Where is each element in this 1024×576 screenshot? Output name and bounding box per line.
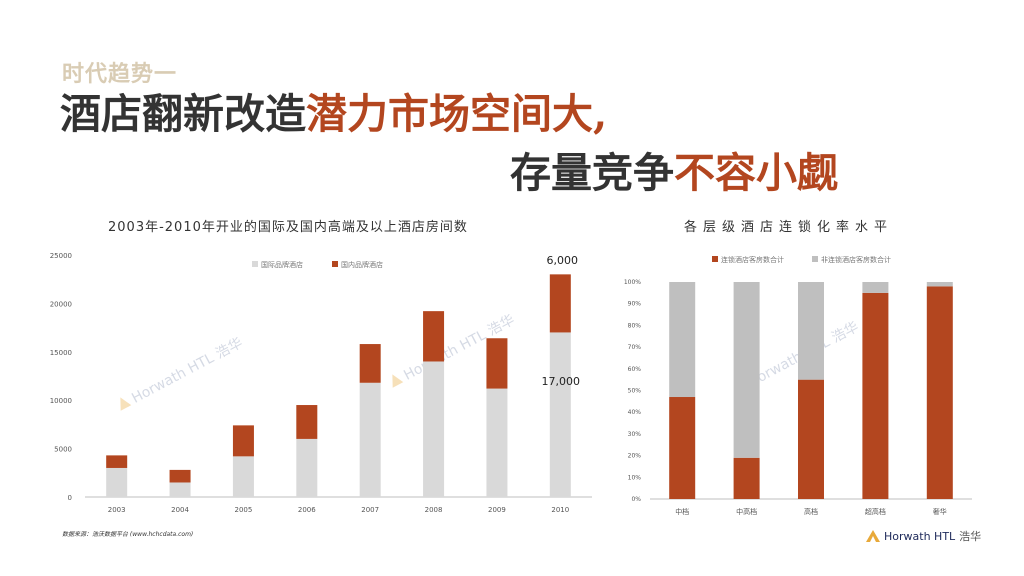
chart-1-legend-label: 国内品牌酒店 xyxy=(341,260,383,269)
chart-2-bar-non-chain xyxy=(862,282,889,293)
chart-1-y-tick-label: 5000 xyxy=(54,446,72,454)
chart-2-bar-chain xyxy=(798,379,824,499)
chart-1-legend-swatch xyxy=(252,261,258,267)
chart-1-y-tick-label: 0 xyxy=(68,494,72,502)
watermark-logo-icon xyxy=(392,374,404,388)
chart-2-legend-label: 连锁酒店客房数合计 xyxy=(721,255,784,264)
chart-2-y-tick-label: 40% xyxy=(628,409,642,416)
watermark-logo-icon xyxy=(120,397,132,411)
chart-2-legend-swatch xyxy=(712,256,718,262)
data-source-note: 数据来源：浩沃数据平台 (www.hchcdata.com) xyxy=(62,531,194,538)
chart-2-x-tick-label: 奢华 xyxy=(933,507,947,516)
watermark-text: Horwath HTL 浩华 xyxy=(129,335,245,407)
chart-1-bar-international xyxy=(423,361,445,497)
chart-1-x-tick-label: 2003 xyxy=(108,506,126,514)
chart-2-y-tick-label: 30% xyxy=(628,431,642,438)
chart-2-title: 各层级酒店连锁化率水平 xyxy=(684,220,894,235)
chart-1-bar-domestic xyxy=(423,311,445,362)
brand-logo: Horwath HTL 浩华 xyxy=(866,528,981,544)
chart-2-bar-chain xyxy=(669,397,696,499)
chart-1-bar-domestic xyxy=(486,338,508,389)
chart-2-x-tick-label: 中档 xyxy=(675,507,689,516)
chart-2-x-tick-label: 中高档 xyxy=(736,507,757,516)
brand-name: Horwath HTL xyxy=(884,529,956,543)
chart-1-bar-domestic xyxy=(106,455,128,468)
chart-2-bar-non-chain xyxy=(926,282,953,287)
chart-1-x-tick-label: 2009 xyxy=(488,506,506,514)
chart-2-y-tick-label: 10% xyxy=(628,474,642,481)
chart-2-bar-chain xyxy=(862,292,889,499)
chart-2-legend-swatch xyxy=(812,256,818,262)
chart-2-y-tick-label: 90% xyxy=(628,301,642,308)
chart-2-y-tick-label: 20% xyxy=(628,453,642,460)
chart-1-x-tick-label: 2006 xyxy=(298,506,316,514)
chart-1-bar-international xyxy=(486,388,508,497)
chart-2-y-tick-label: 0% xyxy=(631,496,641,503)
chart-1-bar-international xyxy=(296,438,318,497)
chart-2-bar-chain xyxy=(926,286,953,499)
chart-1-y-tick-label: 10000 xyxy=(50,397,72,405)
chart-2-y-tick-label: 80% xyxy=(628,322,642,329)
chart-2-x-tick-label: 高档 xyxy=(804,507,818,516)
watermark: Horwath HTL 浩华 xyxy=(120,335,245,411)
chart-2-y-tick-label: 70% xyxy=(628,344,642,351)
headline-line-1: 酒店翻新改造潜力市场空间大, xyxy=(60,94,607,135)
chart-1-annotation-domestic: 6,000 xyxy=(547,254,579,267)
chart-1-bar-international xyxy=(106,467,128,497)
chart-1-y-tick-label: 15000 xyxy=(50,349,72,357)
headline-line-2-accent: 不容小觑 xyxy=(674,149,838,197)
chart-1-bar-international xyxy=(169,482,191,497)
chart-1-bar-international xyxy=(359,382,381,497)
horwath-logo-icon xyxy=(866,530,880,542)
headline-line-2: 存量竞争不容小觑 xyxy=(510,153,838,194)
chart-1-bar-international xyxy=(549,332,571,497)
chart-1-x-tick-label: 2004 xyxy=(171,506,189,514)
chart-1-x-tick-label: 2010 xyxy=(551,506,569,514)
chart-2-bar-non-chain xyxy=(798,282,824,380)
chart-2-bar-non-chain xyxy=(669,282,696,398)
chart-2-y-tick-label: 50% xyxy=(628,388,642,395)
chart-1-annotation-international: 17,000 xyxy=(542,375,581,388)
chart-2-bar-chain xyxy=(733,457,760,499)
chart-1-x-tick-label: 2008 xyxy=(425,506,443,514)
chart-1-bar-international xyxy=(232,456,254,497)
headline-line-1-dark: 酒店翻新改造 xyxy=(60,90,306,138)
chart-1-bar-domestic xyxy=(296,405,318,439)
headline-line-1-accent: 潜力市场空间大, xyxy=(306,90,608,138)
chart-1-legend-label: 国际品牌酒店 xyxy=(261,260,303,269)
chart-1-x-tick-label: 2005 xyxy=(235,506,253,514)
chart-1-y-tick-label: 20000 xyxy=(50,300,72,308)
chart-2-bar-non-chain xyxy=(733,282,760,458)
chart-1-title: 2003年-2010年开业的国际及国内高端及以上酒店房间数 xyxy=(108,220,468,235)
headline-line-2-dark: 存量竞争 xyxy=(510,149,674,197)
chart-2-x-tick-label: 超高档 xyxy=(865,507,886,516)
chart-1-bar-domestic xyxy=(359,344,381,383)
chart-2-y-tick-label: 100% xyxy=(624,279,641,286)
chart-1-y-tick-label: 25000 xyxy=(50,252,72,260)
chart-2-y-tick-label: 60% xyxy=(628,366,642,373)
chart-1-bar-domestic xyxy=(549,274,571,333)
chart-1-bar-domestic xyxy=(169,469,191,483)
brand-cn: 浩华 xyxy=(959,530,982,543)
chart-1-bar-domestic xyxy=(232,425,254,457)
chart-1-legend-swatch xyxy=(332,261,338,267)
kicker-title: 时代趋势一 xyxy=(62,61,178,87)
chart-1-x-tick-label: 2007 xyxy=(361,506,379,514)
chart-2-legend-label: 非连锁酒店客房数合计 xyxy=(821,255,891,264)
